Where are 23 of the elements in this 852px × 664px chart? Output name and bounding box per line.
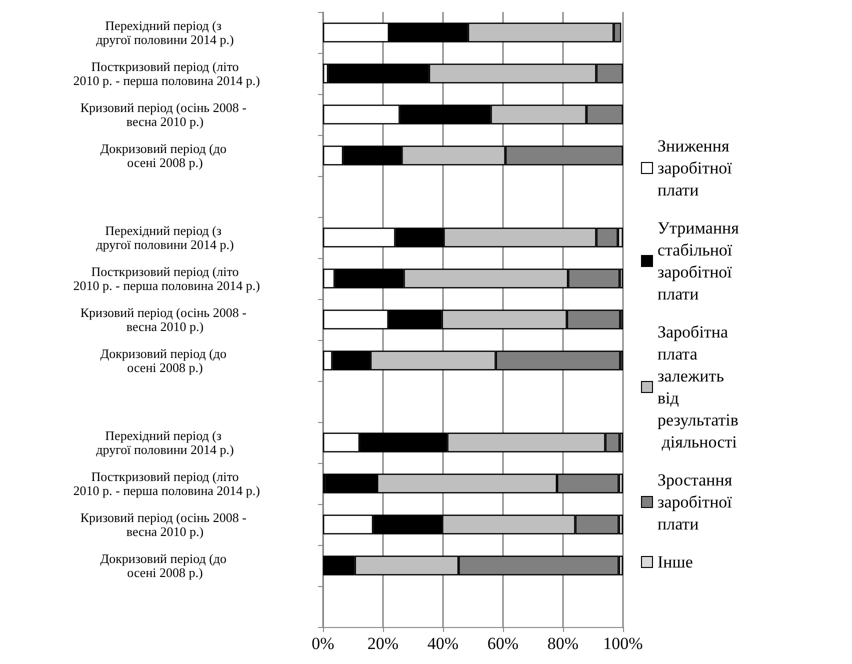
x-tick-label: 20% — [367, 634, 399, 653]
x-tick-label: 0% — [312, 634, 334, 653]
y-tick-label: Докризовий період (до осені 2008 р.) — [100, 346, 230, 375]
y-tick-label: Перехідний період (з другої половини 2014 р.) — [96, 428, 234, 457]
y-tick-label: Докризовий період (до осені 2008 р.) — [100, 551, 230, 580]
y-tick-label: Кризовий період (осінь 2008 - весна 2010 р.) — [80, 305, 250, 334]
y-tick-label: Посткризовий період (літо 2010 р. - перша половина 2014 р.) — [70, 469, 260, 498]
y-tick-label: Посткризовий період (літо 2010 р. - перша половина 2014 р.) — [70, 264, 260, 293]
x-tick-label: 100% — [603, 634, 643, 653]
legend-label: Зростання заробітної плати — [658, 470, 736, 534]
legend-label: Утримання стабільної заробітної плати — [658, 218, 744, 304]
x-tick-label: 40% — [427, 634, 459, 653]
y-tick-label: Перехідний період (з другої половини 2014 р.) — [96, 223, 234, 252]
y-tick-label: Кризовий період (осінь 2008 - весна 2010 р.) — [80, 510, 250, 539]
y-tick-label: Посткризовий період (літо 2010 р. - перша половина 2014 р.) — [70, 59, 260, 88]
y-tick-label: Перехідний період (з другої половини 2014 р.) — [96, 18, 234, 47]
legend-label: Заробітна плата залежить від результатів діяльності — [658, 322, 738, 452]
legend-label: Зниження заробітної плати — [658, 136, 736, 200]
x-tick-label: 60% — [487, 634, 519, 653]
y-tick-label: Кризовий період (осінь 2008 - весна 2010 р.) — [80, 100, 250, 129]
y-tick-label: Докризовий період (до осені 2008 р.) — [100, 141, 230, 170]
legend-label: Інше — [658, 552, 693, 572]
x-tick-label: 80% — [547, 634, 579, 653]
